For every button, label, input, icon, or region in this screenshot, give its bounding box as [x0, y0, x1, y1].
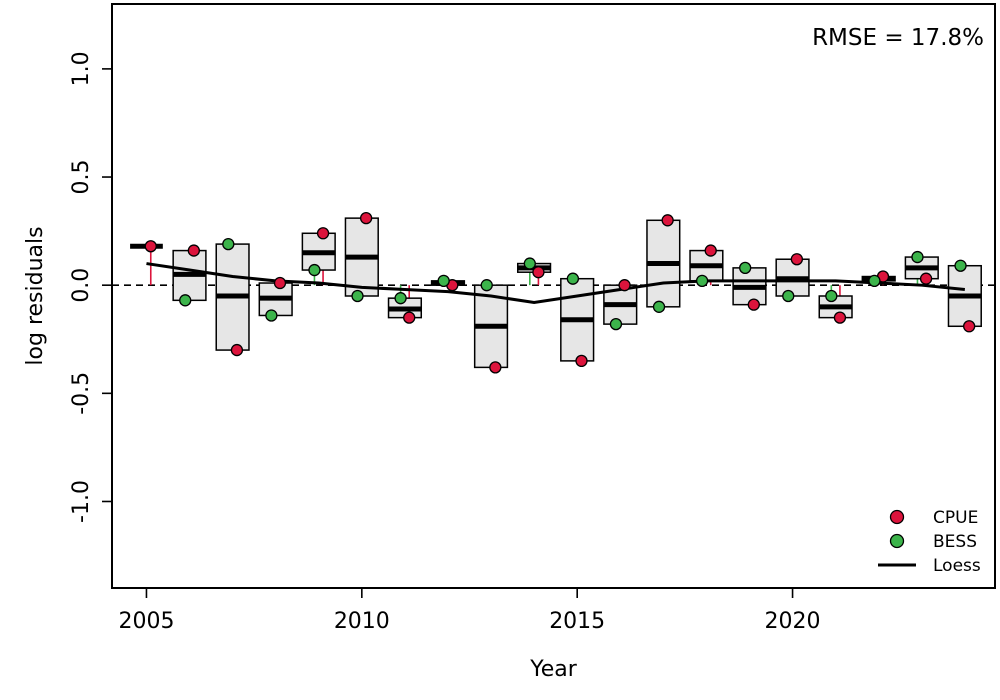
- x-tick-label: 2015: [549, 609, 605, 634]
- bess-point: [782, 289, 795, 303]
- bess-point: [523, 257, 536, 270]
- bess-point: [437, 274, 450, 288]
- bess-point: [609, 317, 623, 331]
- cpue-point: [661, 214, 674, 227]
- points-layer: [144, 211, 976, 374]
- rmse-annotation: RMSE = 17.8%: [812, 25, 984, 51]
- x-axis-title: Year: [529, 657, 578, 682]
- cpue-point: [575, 354, 588, 368]
- legend-label-bess: BESS: [933, 532, 977, 552]
- plot-frame: [111, 3, 996, 589]
- axes-layer: 2005 2010 2015 2020 -1.0 -0.5 0.0 0.5 1.0: [69, 51, 821, 634]
- bess-point: [695, 274, 709, 288]
- cpue-point: [919, 272, 933, 285]
- y-tick-label: -0.5: [69, 372, 94, 415]
- cpue-point: [618, 279, 631, 292]
- cpue-point: [403, 311, 416, 324]
- cpue-point: [144, 240, 157, 253]
- cpue-point: [230, 343, 244, 357]
- cpue-point: [316, 227, 330, 240]
- legend: CPUE BESS Loess: [878, 508, 981, 576]
- bess-point: [825, 289, 838, 303]
- cpue-point: [489, 361, 502, 374]
- cpue-point: [747, 298, 760, 311]
- cpue-point: [187, 244, 200, 257]
- legend-marker-bess: [889, 533, 905, 549]
- bess-point: [222, 237, 235, 251]
- bess-point: [480, 279, 493, 292]
- bess-point: [652, 300, 666, 313]
- x-tick-label: 2005: [118, 609, 174, 634]
- legend-label-loess: Loess: [933, 556, 981, 576]
- bess-point: [868, 274, 881, 288]
- x-tick-label: 2020: [765, 609, 821, 634]
- cpue-point: [790, 253, 804, 266]
- cpue-point: [963, 320, 976, 333]
- y-tick-label: 1.0: [69, 51, 94, 86]
- bess-point: [394, 292, 407, 305]
- bess-point: [308, 263, 321, 277]
- y-axis-title: log residuals: [23, 226, 48, 365]
- legend-label-cpue: CPUE: [933, 508, 978, 528]
- bess-point: [739, 261, 752, 275]
- legend-marker-cpue: [889, 509, 905, 525]
- y-tick-label: -1.0: [69, 480, 94, 523]
- y-tick-label: 0.5: [69, 160, 94, 195]
- boxes-layer: [130, 217, 982, 369]
- x-tick-label: 2010: [334, 609, 390, 634]
- bess-point: [954, 259, 967, 272]
- y-tick-label: 0.0: [69, 268, 94, 303]
- bess-point: [265, 309, 278, 322]
- bess-point: [351, 289, 364, 303]
- bess-point: [566, 272, 580, 285]
- cpue-point: [359, 211, 373, 225]
- bess-point: [911, 250, 924, 264]
- cpue-point: [833, 311, 847, 324]
- bess-point: [179, 294, 192, 307]
- cpue-point: [704, 244, 717, 257]
- cpue-point: [532, 266, 545, 279]
- cpue-point: [273, 276, 287, 290]
